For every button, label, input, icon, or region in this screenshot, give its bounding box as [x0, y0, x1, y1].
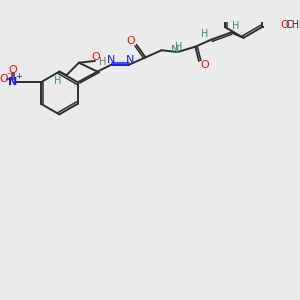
Text: O: O	[8, 65, 16, 75]
Text: O: O	[0, 74, 8, 84]
Text: H: H	[232, 21, 239, 31]
Text: H: H	[54, 76, 61, 86]
Text: -: -	[7, 68, 11, 78]
Text: O: O	[200, 59, 209, 70]
Text: O: O	[127, 36, 136, 46]
Text: N: N	[171, 45, 179, 55]
Text: O: O	[280, 20, 289, 30]
Text: N: N	[8, 77, 17, 87]
Text: CH₃: CH₃	[286, 20, 300, 30]
Text: N: N	[126, 55, 134, 65]
Text: +: +	[15, 72, 22, 81]
Text: H: H	[99, 57, 106, 67]
Text: N: N	[106, 55, 115, 65]
Text: H: H	[175, 42, 182, 52]
Text: O: O	[92, 52, 100, 62]
Text: H: H	[201, 29, 208, 39]
